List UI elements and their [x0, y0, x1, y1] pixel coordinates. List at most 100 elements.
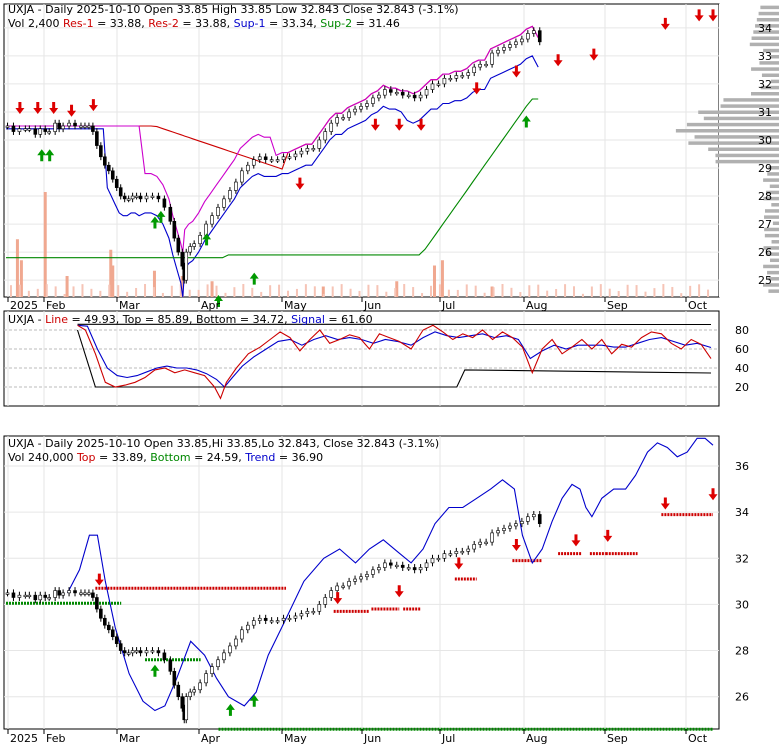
y-tick-label: 34 [758, 22, 772, 35]
down-arrow [49, 101, 59, 114]
candle-body [61, 125, 65, 130]
candle-body [460, 551, 465, 554]
candle-body [228, 645, 232, 654]
candle-body [17, 594, 22, 598]
volume-bar [111, 265, 115, 297]
candle-body [210, 666, 214, 674]
x-tick-label: Jun [363, 299, 381, 312]
candle-body [162, 198, 167, 208]
volume-bar [321, 286, 325, 297]
candle-body [305, 148, 310, 152]
volume-bar [99, 290, 102, 297]
header-segment: Res-1 [63, 17, 94, 30]
volume-bar [617, 290, 620, 297]
candle-body [38, 128, 43, 135]
volume-profile-bar [771, 203, 779, 207]
candle-body [23, 594, 28, 597]
volume-bar [15, 239, 19, 297]
candle-body [311, 611, 316, 614]
x-tick-label: Apr [201, 299, 221, 312]
volume-profile-bar [768, 277, 779, 281]
volume-bar [331, 286, 334, 297]
candle-body [234, 638, 238, 647]
candle-body [23, 128, 28, 131]
up-arrow [45, 149, 55, 162]
volume-bar [599, 284, 602, 297]
candle-body [210, 215, 214, 225]
candle-body [150, 650, 155, 653]
down-arrow [333, 592, 343, 605]
candle-body [388, 562, 393, 566]
volume-bar [108, 284, 111, 297]
candle-body [531, 514, 536, 518]
candle-body [130, 650, 135, 654]
oscillator-bottom-line [76, 329, 712, 388]
candle-body [103, 156, 107, 166]
candle-body [383, 562, 387, 568]
candle-body [184, 696, 189, 721]
header-segment: = 49.93, [68, 313, 123, 326]
volume-profile-bar [751, 67, 779, 71]
volume-bar [432, 265, 436, 297]
candle-body [11, 125, 16, 132]
volume-bar [340, 284, 343, 297]
header-segment: Bottom [150, 451, 190, 464]
candle-body [526, 33, 530, 40]
candle-body [5, 125, 10, 128]
candle-body [130, 195, 135, 200]
candle-body [406, 567, 411, 570]
volume-bar [179, 284, 182, 297]
candle-body [502, 527, 506, 531]
down-arrow [88, 99, 98, 112]
volume-bar [152, 270, 156, 297]
x-tick-label: Jul [441, 299, 455, 312]
volume-profile-bar [759, 61, 779, 65]
volume-bar [210, 281, 214, 297]
candle-body [251, 620, 256, 626]
candle-body [188, 246, 193, 253]
volume-bar [528, 285, 531, 297]
up-arrow [521, 115, 531, 128]
candle-body [73, 122, 77, 127]
candle-body [144, 195, 149, 200]
oscillator-panel: 20 40 60 80 UXJA - Line = 49.93, Top = 85.8… [3, 310, 749, 407]
down-arrow [708, 9, 718, 22]
volume-bar [421, 293, 424, 297]
candle-body [11, 592, 16, 598]
candle-body [472, 66, 477, 73]
down-arrow [660, 497, 670, 510]
volume-profile-bar [769, 258, 779, 263]
candle-body [188, 691, 193, 698]
header-segment: = 31.46 [352, 17, 400, 30]
up-arrow [249, 272, 259, 285]
header-segment: = 85.89, [141, 313, 196, 326]
volume-bar [260, 291, 263, 297]
candle-body [496, 49, 500, 54]
candle-body [478, 63, 482, 68]
candle-body [204, 223, 208, 236]
volume-bar [36, 288, 39, 297]
header-segment: UXJA - Daily 2025-10-10 Open 33.85 High … [8, 3, 459, 16]
x-tick-label: Jul [441, 732, 455, 745]
volume-bar [18, 284, 21, 297]
candle-body [257, 617, 262, 621]
volume-profile-bar [767, 270, 779, 275]
up-arrow [249, 694, 259, 707]
volume-bar [483, 292, 486, 297]
down-arrow [472, 82, 482, 95]
volume-bar [644, 291, 647, 297]
volume-profile-bar [763, 178, 779, 182]
candle-body [216, 206, 220, 216]
down-arrow [295, 177, 305, 190]
candle-body [150, 195, 155, 198]
volume-profile-bar [763, 283, 779, 287]
volume-bar [117, 285, 120, 297]
y-tick-label: 40 [735, 362, 749, 375]
x-tick-label: Sep [607, 299, 628, 312]
volume-bar [126, 291, 129, 297]
candle-body [87, 592, 91, 595]
x-tick-label: Mar [119, 299, 140, 312]
volume-bar [90, 288, 93, 297]
volume-bar [385, 291, 388, 297]
